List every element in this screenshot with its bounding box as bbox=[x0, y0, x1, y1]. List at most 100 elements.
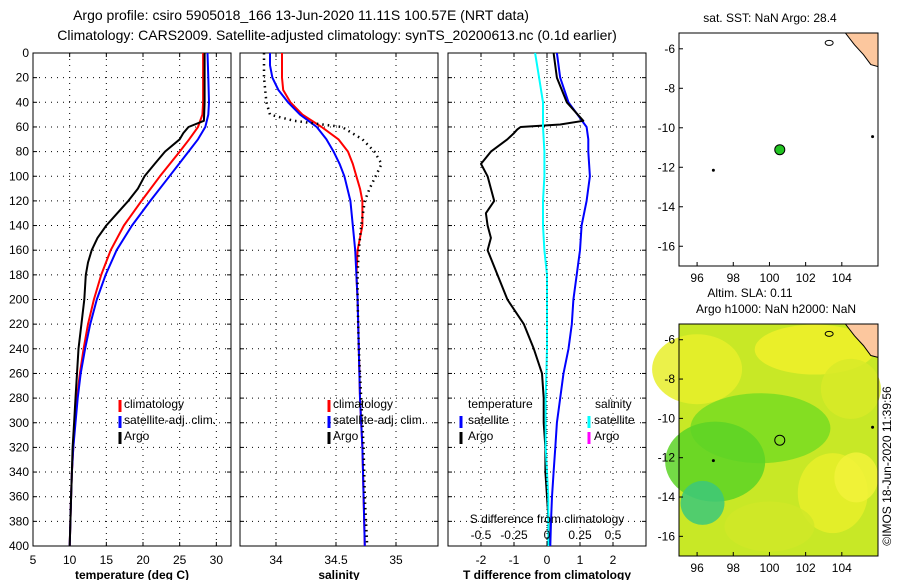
sla-map: 96 98 100 102 104 -6 -8 -10 -12 -14 -16 bbox=[652, 323, 881, 575]
map-y-tick-label: -10 bbox=[658, 411, 676, 425]
x-tick-label: 25 bbox=[173, 553, 187, 567]
y-tick-label: 240 bbox=[9, 342, 29, 356]
legend-label-climatology: climatology bbox=[124, 397, 184, 411]
sla-field-patch bbox=[724, 501, 815, 552]
y-tick-label: 20 bbox=[16, 71, 30, 85]
legend-title-salinity: salinity bbox=[595, 397, 632, 411]
salinity-axis-tick-label: 0.25 bbox=[568, 528, 592, 542]
legend-label-satellite: satellite-adj. clim. bbox=[124, 413, 216, 427]
sla-field-patch bbox=[665, 421, 766, 502]
legend-label-temp-argo: Argo bbox=[468, 429, 494, 443]
series-line-satellite-adj-clim- bbox=[269, 53, 366, 547]
x-tick-label: 20 bbox=[136, 553, 150, 567]
map-frame bbox=[678, 323, 879, 557]
legend-label-sal-satellite: satellite bbox=[594, 413, 635, 427]
y-tick-label: 300 bbox=[9, 416, 29, 430]
sla-field-patch bbox=[680, 480, 725, 525]
series-line-temperature-argo bbox=[480, 52, 585, 546]
figure-title-line2: Climatology: CARS2009. Satellite-adjuste… bbox=[57, 27, 617, 43]
x-tick-label: 1 bbox=[577, 553, 584, 567]
x-tick-label: 10 bbox=[63, 553, 77, 567]
map-x-tick-label: 102 bbox=[796, 271, 816, 285]
island-dot bbox=[711, 168, 715, 172]
salinity-profile-panel: 34 34.5 35 salinity bbox=[239, 52, 439, 580]
argo-h-title: Argo h1000: NaN h2000: NaN bbox=[696, 302, 856, 316]
salinity-legend: climatology satellite-adj. clim. Argo bbox=[327, 397, 425, 444]
island-dot bbox=[871, 425, 875, 429]
y-tick-label: 200 bbox=[9, 293, 29, 307]
island-dot bbox=[871, 135, 875, 139]
y-tick-label: 0 bbox=[22, 46, 29, 60]
x-axis-label: temperature (deg C) bbox=[75, 568, 189, 580]
series-line-salinity-satellite bbox=[534, 52, 550, 546]
legend-label-temp-satellite: satellite bbox=[468, 413, 509, 427]
y-tick-label: 220 bbox=[9, 317, 29, 331]
x-tick-label: 0 bbox=[544, 553, 551, 567]
map-x-tick-label: 98 bbox=[727, 271, 741, 285]
x-tick-label: 2 bbox=[610, 553, 617, 567]
sla-field-patch bbox=[820, 358, 881, 419]
map-x-tick-label: 104 bbox=[832, 271, 852, 285]
map-x-tick-label: 96 bbox=[690, 271, 704, 285]
temperature-legend: climatology satellite-adj. clim. Argo bbox=[118, 397, 216, 444]
legend-label-sal-argo: Argo bbox=[594, 429, 620, 443]
y-tick-label: 120 bbox=[9, 194, 29, 208]
map-x-tick-label: 100 bbox=[759, 271, 779, 285]
y-tick-label: 80 bbox=[16, 145, 30, 159]
map-x-tick-label: 98 bbox=[727, 561, 741, 575]
sla-field-patch bbox=[652, 334, 743, 405]
y-tick-label: 380 bbox=[9, 514, 29, 528]
salinity-axis-tick-label: 0 bbox=[544, 528, 551, 542]
x-tick-label: 15 bbox=[100, 553, 114, 567]
salinity-axis-label: S difference from climatology bbox=[470, 512, 625, 526]
altim-title: Altim. SLA: 0.11 bbox=[707, 286, 792, 300]
y-tick-label: 160 bbox=[9, 243, 29, 257]
map-frame bbox=[678, 32, 879, 267]
island-dot bbox=[711, 459, 715, 463]
x-tick-label: -1 bbox=[509, 553, 520, 567]
salinity-axis-tick-label: -0.5 bbox=[471, 528, 492, 542]
map-y-tick-label: -8 bbox=[664, 81, 675, 95]
x-axis-label: salinity bbox=[318, 568, 360, 580]
y-tick-label: 180 bbox=[9, 268, 29, 282]
difference-legend: temperature satellite Argo salinity sate… bbox=[459, 397, 635, 444]
island-outline bbox=[824, 330, 834, 337]
salinity-axis-tick-label: -0.25 bbox=[500, 528, 528, 542]
map-y-tick-label: -6 bbox=[664, 333, 675, 347]
x-tick-label: 35 bbox=[389, 553, 403, 567]
y-tick-label: 140 bbox=[9, 219, 29, 233]
series-line-argo bbox=[262, 53, 383, 547]
map-y-tick-label: -10 bbox=[658, 121, 676, 135]
map-x-tick-label: 96 bbox=[690, 561, 704, 575]
sst-map: 96 98 100 102 104 -6 -8 -10 -12 -14 -16 bbox=[658, 32, 879, 285]
salinity-axis-tick-label: 0.5 bbox=[605, 528, 622, 542]
map-y-tick-label: -8 bbox=[664, 372, 675, 386]
x-tick-label: 34.5 bbox=[324, 553, 348, 567]
difference-profile-panel: -2 -1 0 1 2T difference from climatology S di… bbox=[447, 52, 647, 580]
argo-position-marker bbox=[774, 434, 786, 446]
island-outline bbox=[824, 39, 834, 46]
y-tick-label: 320 bbox=[9, 440, 29, 454]
map-y-tick-label: -12 bbox=[658, 451, 676, 465]
map-x-tick-label: 102 bbox=[796, 561, 816, 575]
x-axis-label: T difference from climatology bbox=[463, 568, 631, 580]
y-tick-label: 280 bbox=[9, 391, 29, 405]
x-tick-label: 30 bbox=[210, 553, 224, 567]
land-polygon bbox=[844, 32, 879, 68]
y-tick-label: 340 bbox=[9, 465, 29, 479]
temperature-profile-panel: 0 20 40 60 80 100 120 140 160 180 200 220 240 260 280 3… bbox=[9, 46, 232, 580]
imos-watermark: ©IMOS 18-Jun-2020 11:39:56 bbox=[880, 386, 894, 546]
legend-label-argo: Argo bbox=[124, 429, 150, 443]
map-y-tick-label: -14 bbox=[658, 200, 676, 214]
figure-title-line1: Argo profile: csiro 5905018_166 13-Jun-2… bbox=[73, 7, 529, 23]
y-tick-label: 260 bbox=[9, 366, 29, 380]
map-y-tick-label: -16 bbox=[658, 529, 676, 543]
sla-field-patch bbox=[834, 452, 879, 503]
y-tick-label: 360 bbox=[9, 490, 29, 504]
map-y-tick-label: -14 bbox=[658, 490, 676, 504]
map-y-tick-label: -16 bbox=[658, 239, 676, 253]
argo-position-marker bbox=[774, 144, 786, 156]
map-y-tick-label: -12 bbox=[658, 160, 676, 174]
series-line-argo bbox=[68, 53, 206, 547]
